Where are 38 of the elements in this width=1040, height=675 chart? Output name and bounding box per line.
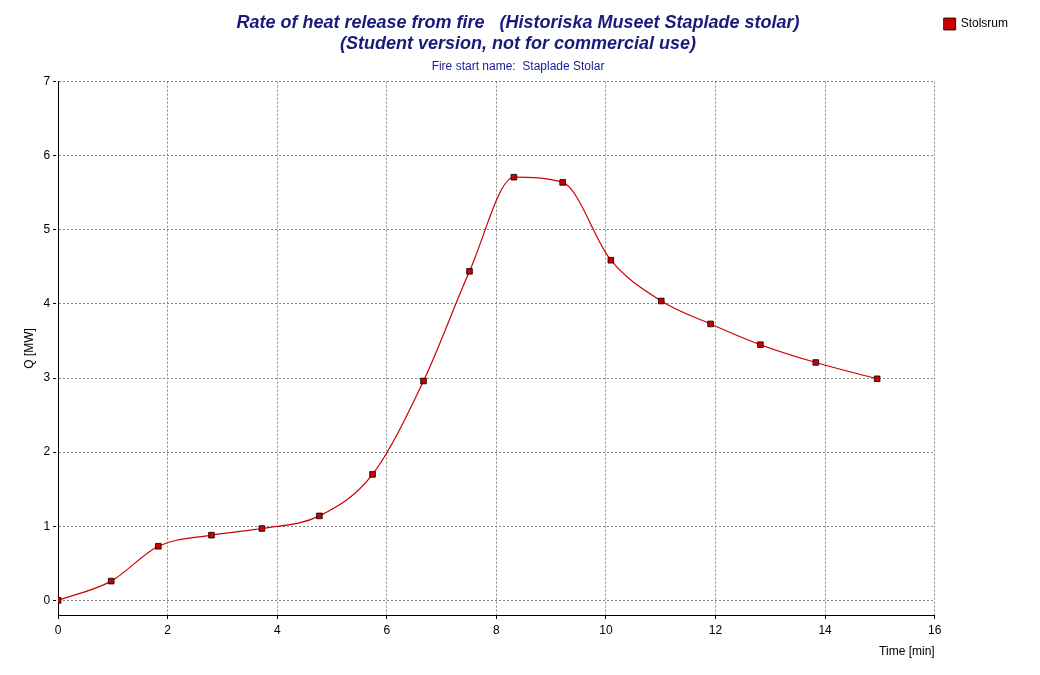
y-tick-label: 7 bbox=[43, 73, 51, 88]
x-axis-title: Time [min] bbox=[879, 644, 935, 659]
chart-subtitle: Fire start name: Staplade Stolar bbox=[431, 58, 605, 73]
legend-label: Stolsrum bbox=[960, 16, 1008, 31]
y-tick-label: 6 bbox=[43, 148, 51, 163]
point bbox=[607, 256, 615, 264]
x-tick-label: 0 bbox=[54, 622, 62, 637]
y-tick-label: 0 bbox=[43, 592, 51, 607]
x-tick-label: 16 bbox=[927, 622, 942, 637]
y-tick-label: 1 bbox=[43, 518, 51, 533]
x-tick-label: 14 bbox=[818, 622, 833, 637]
point bbox=[658, 297, 665, 305]
point bbox=[559, 179, 566, 186]
y-tick-label: 5 bbox=[43, 222, 51, 237]
point bbox=[757, 341, 764, 348]
point bbox=[155, 543, 162, 550]
x-tick-label: 4 bbox=[273, 622, 281, 637]
y-tick-label: 3 bbox=[43, 370, 51, 385]
point bbox=[316, 512, 323, 520]
x-tick-label: 10 bbox=[599, 622, 613, 637]
x-tick-label: 2 bbox=[164, 622, 172, 637]
point bbox=[369, 471, 376, 478]
point bbox=[420, 377, 427, 385]
point bbox=[873, 375, 881, 383]
point bbox=[107, 577, 115, 585]
point bbox=[466, 268, 473, 275]
point bbox=[510, 173, 518, 181]
point bbox=[707, 320, 714, 328]
point bbox=[812, 359, 819, 366]
chart-title: Rate of heat release from fire (Historiska Museet Staplade stolar) (Student version, not for commercial use) bbox=[236, 11, 800, 54]
point bbox=[208, 531, 215, 539]
x-tick-label: 12 bbox=[708, 622, 723, 637]
x-tick-label: 6 bbox=[383, 622, 391, 637]
y-axis-title: Q [MW] bbox=[21, 328, 36, 369]
point bbox=[258, 525, 266, 532]
y-tick-label: 4 bbox=[43, 296, 51, 311]
y-tick-label: 2 bbox=[43, 444, 51, 459]
x-tick-label: 8 bbox=[493, 622, 501, 637]
